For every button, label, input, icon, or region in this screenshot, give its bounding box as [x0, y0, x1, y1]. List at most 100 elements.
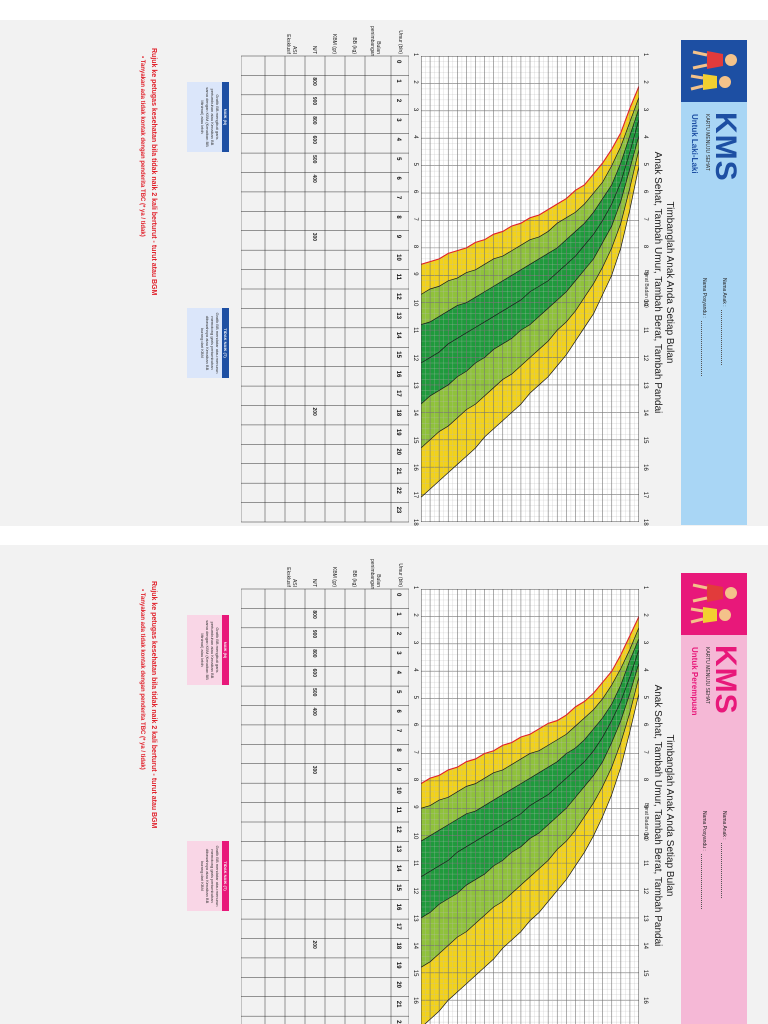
row-header-bb: BB (kg)	[351, 570, 357, 587]
referral-note: Rujuk ke petugas kesehatan bila tidak na…	[150, 581, 157, 829]
table-grid: 0123456789101112131415161718192021222324…	[240, 55, 410, 523]
row-header-nt: N/T	[311, 45, 317, 54]
y-tick-label: 4	[642, 135, 648, 139]
y-tick-label: 6	[642, 723, 648, 727]
y-tick-label: 12	[412, 887, 418, 895]
series-line--3sd	[421, 85, 639, 265]
kbm-value: 300	[311, 766, 317, 775]
header: KMS KARTU MENUJU SEHAT Untuk Laki-Laki N…	[681, 40, 747, 525]
y-tick-label: 3	[412, 640, 418, 645]
logo-subtitle: KARTU MENUJU SEHAT	[704, 114, 710, 171]
series-line-+2sd	[421, 676, 639, 968]
y-tick-label: 3	[642, 107, 648, 112]
y-tick-label: 16	[412, 997, 418, 1004]
y-tick-label: 3	[412, 107, 418, 112]
legend-tidak-text: Grafik BB mendatar atau menurun memotong…	[200, 312, 220, 374]
y-tick-label: 10	[642, 299, 648, 307]
month-number: 14	[395, 332, 401, 339]
kbm-value: 500	[311, 688, 317, 697]
y-tick-label: 2	[642, 613, 648, 617]
row-header-umur: Umur (bln)	[397, 30, 403, 54]
y-tick-label: 3	[642, 640, 648, 645]
y-tick-label: 7	[412, 217, 418, 221]
row-header-asi: ASI Eksklusif	[285, 567, 297, 587]
month-number: 2	[395, 99, 401, 103]
y-tick-label: 15	[412, 436, 418, 444]
kbm-value: 200	[311, 941, 317, 950]
y-tick-label: 10	[412, 299, 418, 307]
kbm-value: 800	[311, 116, 317, 125]
month-number: 14	[395, 865, 401, 872]
month-number: 4	[395, 138, 401, 142]
month-number: 0	[395, 593, 401, 597]
posyandu-name-field[interactable]: Nama Posyandu :	[701, 278, 707, 376]
y-tick-label: 16	[642, 464, 648, 471]
row-header-bulan: Bulan penimbangan	[369, 559, 381, 590]
y-tick-label: 13	[412, 914, 418, 922]
series-line--3sd	[421, 616, 639, 785]
y-tick-label: 17	[412, 491, 418, 499]
y-tick-label: 13	[642, 381, 648, 389]
row-header-bulan: Bulan penimbangan	[369, 26, 381, 57]
y-tick-label: 8	[642, 244, 648, 249]
row-header-asi: ASI Eksklusif	[285, 34, 297, 54]
y-tick-label: 12	[412, 354, 418, 362]
band-2	[421, 97, 639, 325]
y-tick-label: 1	[642, 586, 648, 590]
posyandu-name-field[interactable]: Nama Posyandu :	[701, 811, 707, 909]
month-number: 17	[395, 390, 401, 397]
header-band: KMS KARTU MENUJU SEHAT Untuk Laki-Laki N…	[681, 102, 747, 525]
legend-tidak-naik: TIDAK NAIK (T) Grafik BB mendatar atau m…	[187, 841, 229, 911]
month-number: 6	[395, 177, 401, 181]
y-tick-label: 17	[642, 491, 648, 499]
kbm-value: 300	[311, 233, 317, 242]
kids-illustration	[681, 40, 747, 102]
y-tick-label: 1	[412, 586, 418, 590]
series-line--2sd	[421, 96, 639, 295]
y-tick-label: 9	[642, 805, 648, 809]
month-number: 20	[395, 981, 401, 988]
grid	[421, 56, 639, 522]
month-number: 12	[395, 293, 401, 300]
kids-illustration	[681, 573, 747, 635]
referral-note: Rujuk ke petugas kesehatan bila tidak na…	[150, 48, 157, 296]
y-tick-label: 11	[412, 327, 418, 334]
month-number: 13	[395, 845, 401, 852]
y-tick-label: 18	[642, 519, 648, 526]
kbm-value: 600	[311, 136, 317, 145]
child-name-field[interactable]: Nama Anak :	[721, 811, 727, 898]
legend-naik: NAIK (N) Grafik BB mengikuti garis pertu…	[187, 615, 229, 685]
series-line-median	[421, 649, 639, 878]
y-tick-label: 14	[412, 942, 418, 950]
kms-sheet-girl: KMS KARTU MENUJU SEHAT Untuk Perempuan N…	[117, 559, 747, 1024]
y-tick-label: 5	[642, 695, 648, 699]
kbm-value: 200	[311, 408, 317, 417]
y-tick-label: 9	[642, 272, 648, 276]
month-number: 5	[395, 157, 401, 161]
y-tick-label: 8	[412, 777, 418, 782]
y-tick-label: 8	[642, 777, 648, 782]
child-name-field[interactable]: Nama Anak :	[721, 278, 727, 365]
legend-tidak-text: Grafik BB mendatar atau menurun memotong…	[200, 845, 220, 907]
month-number: 22	[395, 487, 401, 494]
legend-naik: NAIK (N) Grafik BB mengikuti garis pertu…	[187, 82, 229, 152]
title-line-1: Timbanglah Anak Anda Setiap Bulan	[664, 201, 675, 364]
monitoring-table: 0123456789101112131415161718192021222324…	[240, 559, 410, 1024]
y-tick-label: 4	[412, 668, 418, 672]
y-tick-label: 4	[642, 668, 648, 672]
month-number: 16	[395, 371, 401, 378]
month-number: 19	[395, 429, 401, 436]
y-tick-label: 6	[412, 723, 418, 727]
month-number: 10	[395, 787, 401, 794]
kbm-value: 800	[311, 649, 317, 658]
grid	[421, 589, 639, 1024]
y-tick-label: 9	[412, 805, 418, 809]
month-number: 21	[395, 1001, 401, 1008]
y-tick-label: 12	[642, 887, 648, 895]
y-tick-label: 13	[412, 381, 418, 389]
y-tick-label: 15	[642, 969, 648, 977]
month-number: 17	[395, 923, 401, 930]
row-header-kbm: KBM (gr)	[331, 567, 337, 587]
legend-tidak-naik: TIDAK NAIK (T) Grafik BB mendatar atau m…	[187, 308, 229, 378]
y-tick-label: 6	[642, 190, 648, 194]
